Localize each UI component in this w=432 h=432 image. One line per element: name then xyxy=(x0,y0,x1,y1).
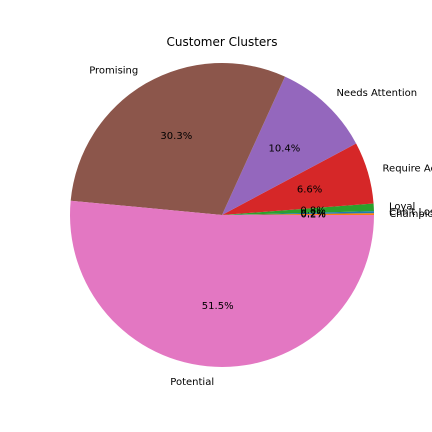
slice-percent-loyal: 0.8% xyxy=(300,205,325,216)
slice-label-potential: Potential xyxy=(170,377,214,388)
slice-require-activation xyxy=(222,143,374,215)
slice-label-promising: Promising xyxy=(89,65,138,76)
slice-loyal xyxy=(222,203,374,215)
slice-percent-needs-attention: 10.4% xyxy=(269,144,301,155)
slice-percent-champions: 0.2% xyxy=(300,209,325,220)
slice-label-require-activation: Require Activation xyxy=(383,163,432,174)
slice-needs-attention xyxy=(222,76,357,215)
slice-percent-promising: 30.3% xyxy=(160,131,192,142)
chart-title: Customer Clusters xyxy=(167,35,278,49)
pie-slices xyxy=(69,62,375,367)
slice-percent-labels: 0.2%0.2%0.8%6.6%10.4%30.3%51.5% xyxy=(160,131,325,312)
slice-percent-potential: 51.5% xyxy=(202,301,234,312)
slice-label-can-t-lose-them: Can't Lose Them xyxy=(389,207,432,218)
slice-label-loyal: Loyal xyxy=(389,202,415,213)
slice-percent-require-activation: 6.6% xyxy=(297,185,322,196)
slice-label-needs-attention: Needs Attention xyxy=(336,88,417,99)
slice-promising xyxy=(70,62,285,215)
slice-potential xyxy=(69,200,374,367)
slice-can-t-lose-them xyxy=(222,211,374,215)
slice-labels: ChampionsCan't Lose ThemLoyal Require Act… xyxy=(89,65,432,388)
slice-champions xyxy=(222,213,375,215)
slice-label-champions: Champions xyxy=(389,209,432,220)
slice-percent-can-t-lose-them: 0.2% xyxy=(300,208,325,219)
